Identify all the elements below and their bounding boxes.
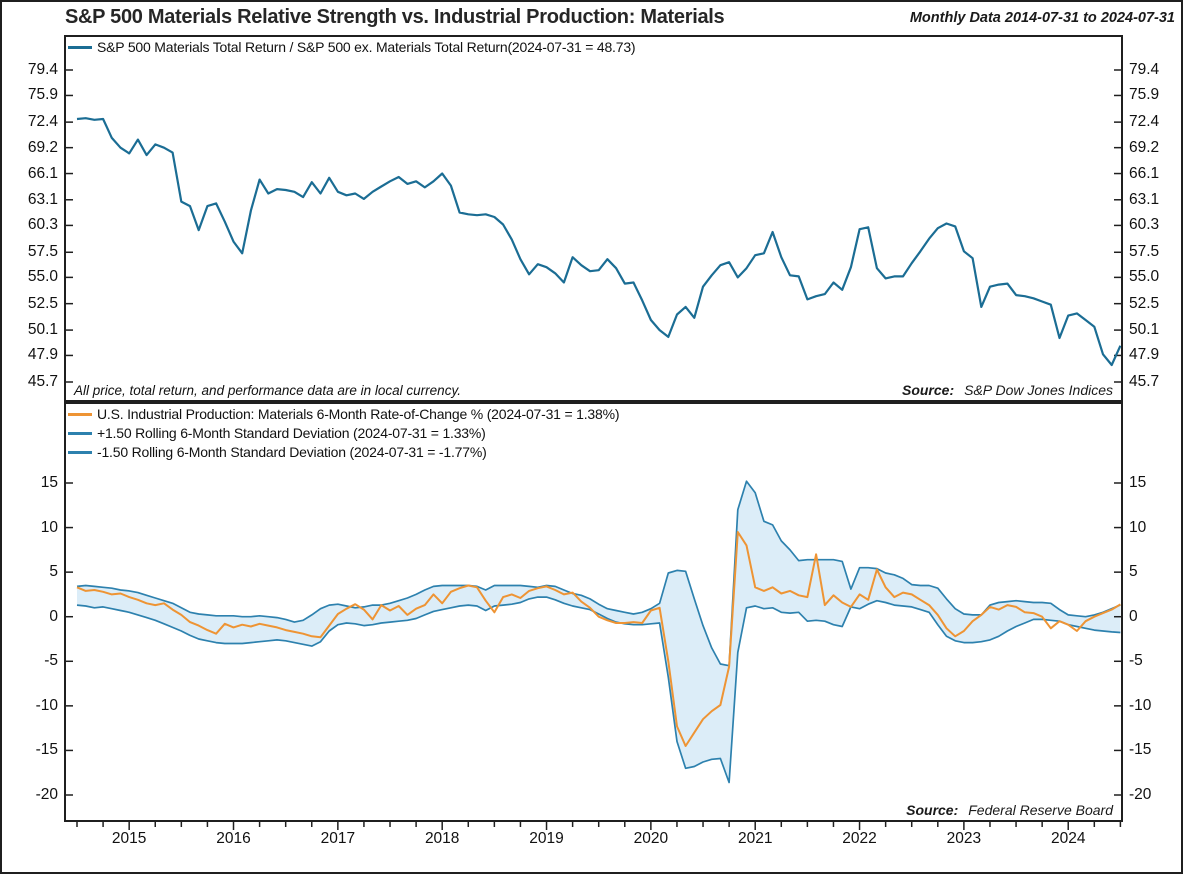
legend-item: S&P 500 Materials Total Return / S&P 500… <box>68 38 636 57</box>
y-tick-label: 50.1 <box>1129 321 1160 339</box>
x-year-label: 2015 <box>111 830 147 847</box>
y-tick-label: -15 <box>1129 741 1152 759</box>
y-tick-label: 50.1 <box>27 321 58 339</box>
y-tick-label: 10 <box>40 518 58 536</box>
legend-item: +1.50 Rolling 6-Month Standard Deviation… <box>68 424 619 443</box>
source-federal-reserve: Source: Federal Reserve Board <box>906 802 1113 818</box>
y-tick-label: 45.7 <box>27 373 58 390</box>
source-label: Source: <box>901 382 955 398</box>
y-tick-label: -20 <box>1129 786 1152 803</box>
x-year-label: 2016 <box>216 830 251 847</box>
y-tick-label: -10 <box>35 696 58 714</box>
y-tick-label: 60.3 <box>27 216 58 234</box>
y-tick-label: 79.4 <box>27 61 58 78</box>
top-legend: S&P 500 Materials Total Return / S&P 500… <box>68 38 636 57</box>
y-tick-label: 60.3 <box>1129 216 1160 234</box>
date-range-subtitle: Monthly Data 2014-07-31 to 2024-07-31 <box>909 10 1175 26</box>
y-tick-label: 63.1 <box>1129 190 1160 208</box>
y-tick-label: 52.5 <box>1129 294 1160 312</box>
y-tick-label: 72.4 <box>27 113 58 131</box>
legend-label: -1.50 Rolling 6-Month Standard Deviation… <box>97 444 487 460</box>
y-tick-label: 10 <box>1129 518 1147 536</box>
y-tick-label: 69.2 <box>27 138 58 156</box>
y-tick-label: 66.1 <box>1129 164 1160 182</box>
line-swatch-icon <box>68 412 92 416</box>
y-tick-label: 47.9 <box>27 346 58 364</box>
legend-label: +1.50 Rolling 6-Month Standard Deviation… <box>97 425 486 441</box>
source-sp-dow-jones: Source: S&P Dow Jones Indices <box>902 382 1113 398</box>
relative-strength-chart <box>66 69 1121 383</box>
y-tick-label: 63.1 <box>27 190 58 208</box>
x-year-label: 2020 <box>633 830 669 847</box>
y-tick-label: 57.5 <box>1129 243 1160 261</box>
y-tick-label: 15 <box>1129 474 1147 491</box>
y-tick-label: 0 <box>49 607 58 625</box>
legend-item: -1.50 Rolling 6-Month Standard Deviation… <box>68 443 619 462</box>
y-tick-label: -20 <box>35 786 58 803</box>
y-tick-label: 52.5 <box>27 294 58 312</box>
currency-footnote: All price, total return, and performance… <box>74 383 461 398</box>
y-tick-label: 75.9 <box>1129 86 1160 104</box>
x-year-label: 2017 <box>320 830 356 847</box>
x-year-label: 2024 <box>1050 830 1086 847</box>
page-title: S&P 500 Materials Relative Strength vs. … <box>65 6 725 28</box>
y-tick-label: -10 <box>1129 696 1152 714</box>
bottom-chart-panel: U.S. Industrial Production: Materials 6-… <box>64 402 1123 822</box>
y-tick-label: 55.0 <box>27 268 58 286</box>
y-tick-label: -5 <box>44 652 58 670</box>
top-chart-panel: S&P 500 Materials Total Return / S&P 500… <box>64 35 1123 402</box>
line-swatch-icon <box>68 450 92 454</box>
legend-label: U.S. Industrial Production: Materials 6-… <box>97 406 620 422</box>
x-year-label: 2023 <box>946 830 982 847</box>
y-tick-label: 66.1 <box>27 164 58 182</box>
x-year-label: 2022 <box>842 830 877 847</box>
x-year-label: 2019 <box>529 830 564 847</box>
source-label: Source: <box>906 802 959 818</box>
y-tick-label: 47.9 <box>1129 346 1160 364</box>
y-tick-label: 55.0 <box>1129 268 1160 286</box>
y-tick-label: 79.4 <box>1129 61 1160 78</box>
x-axis-ticks <box>76 822 1122 830</box>
legend-item: U.S. Industrial Production: Materials 6-… <box>68 405 619 424</box>
y-tick-label: 45.7 <box>1129 373 1160 390</box>
line-swatch-icon <box>68 431 92 435</box>
y-tick-label: 75.9 <box>27 86 58 104</box>
y-tick-label: -15 <box>35 741 58 759</box>
y-tick-label: 57.5 <box>27 243 58 261</box>
x-year-label: 2018 <box>424 830 460 847</box>
x-year-label: 2021 <box>737 830 773 847</box>
y-tick-label: 15 <box>40 474 58 491</box>
legend-label: S&P 500 Materials Total Return / S&P 500… <box>97 39 636 55</box>
source-value: Federal Reserve Board <box>968 802 1113 818</box>
y-tick-label: 5 <box>49 563 58 581</box>
y-tick-label: -5 <box>1129 652 1143 670</box>
y-tick-label: 5 <box>1129 563 1138 581</box>
industrial-production-chart <box>66 480 1121 796</box>
y-tick-label: 69.2 <box>1129 138 1160 156</box>
y-tick-label: 72.4 <box>1129 113 1160 131</box>
y-tick-label: 0 <box>1129 607 1138 625</box>
bottom-legend: U.S. Industrial Production: Materials 6-… <box>68 405 619 462</box>
source-value: S&P Dow Jones Indices <box>964 382 1113 398</box>
line-swatch-icon <box>68 45 92 49</box>
